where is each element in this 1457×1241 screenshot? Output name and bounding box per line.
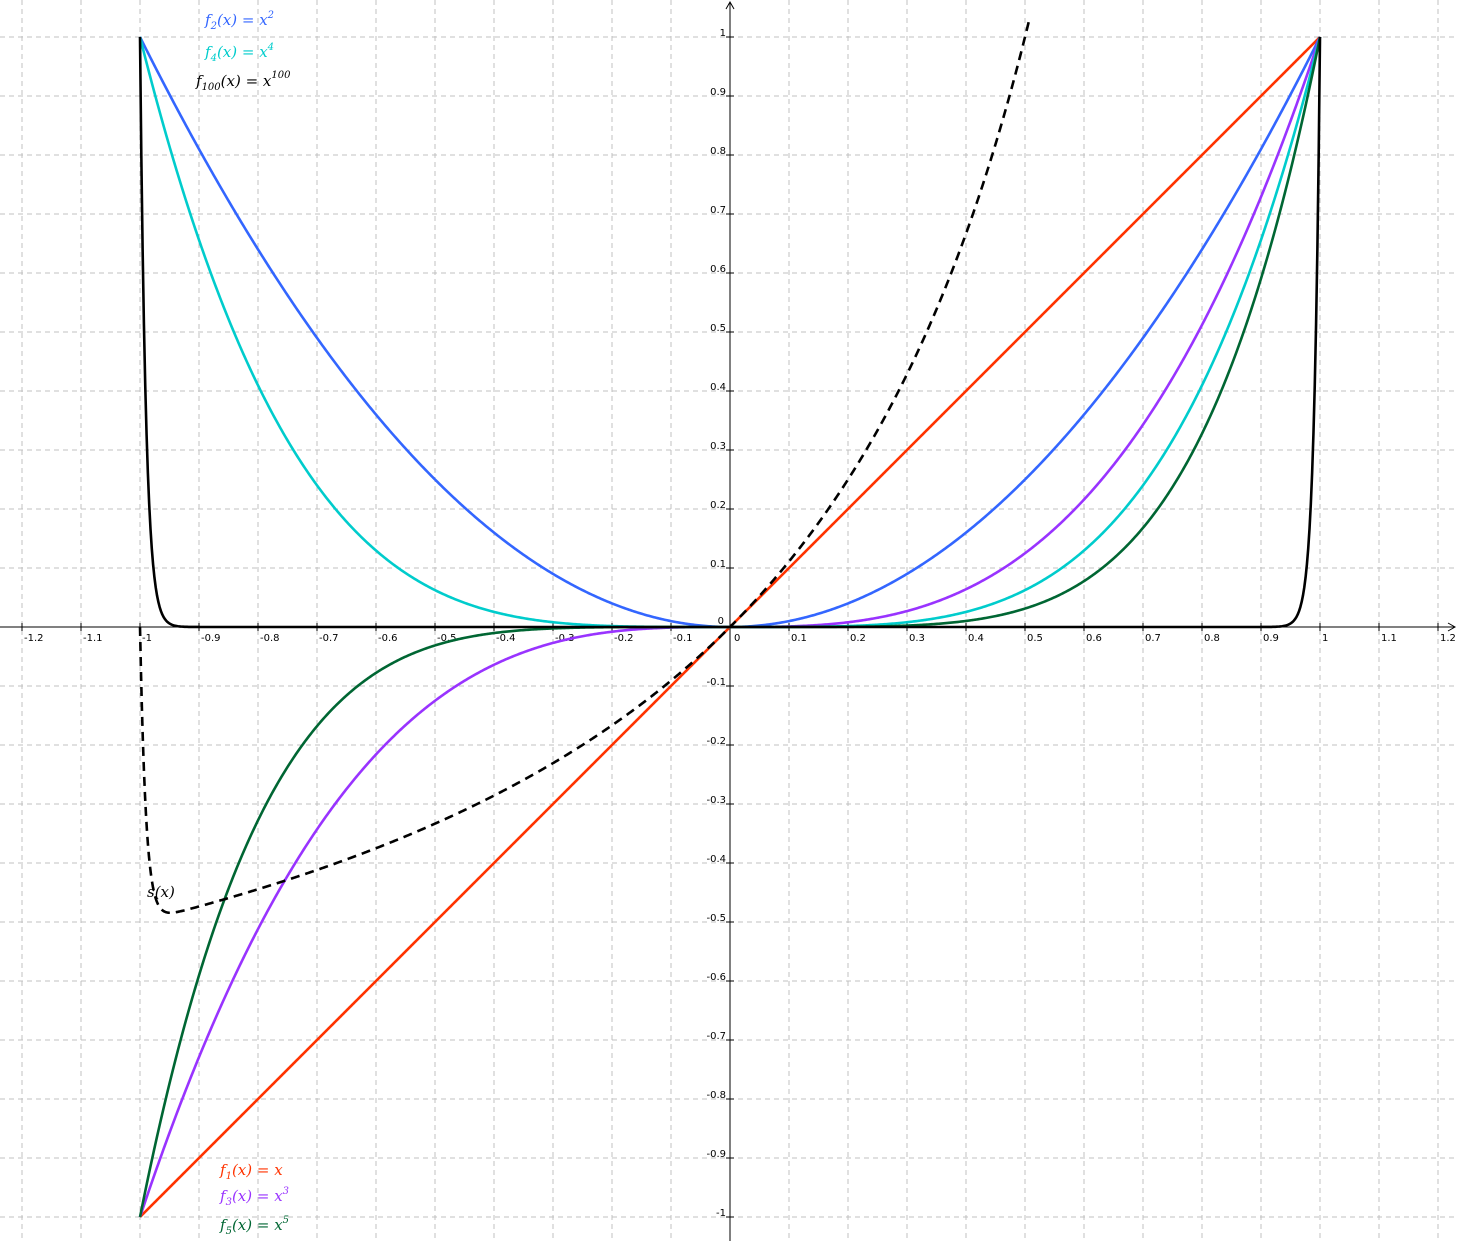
y-tick-label: -0.3 (706, 795, 726, 806)
y-tick-label: -0.7 (706, 1031, 726, 1042)
y-tick-label: -0.5 (706, 913, 726, 924)
x-tick-label: 0.8 (1204, 633, 1220, 644)
x-tick-label: -0.2 (614, 633, 634, 644)
label-f1: f1(x) = x (219, 1161, 283, 1182)
y-tick-label: 0.8 (710, 146, 726, 157)
x-tick-label: 1.2 (1440, 633, 1456, 644)
x-tick-label: -0.7 (319, 633, 339, 644)
y-tick-label: -0.2 (706, 736, 726, 747)
x-tick-label: 0.5 (1027, 633, 1043, 644)
x-tick-label: -1.1 (83, 633, 103, 644)
x-tick-label: 0.4 (968, 633, 984, 644)
label-f2: f2(x) = x2 (204, 10, 274, 32)
y-tick-label: -0.9 (706, 1149, 726, 1160)
x-tick-label: -0.6 (378, 633, 398, 644)
label-f5: f5(x) = x5 (219, 1215, 289, 1237)
y-tick-label: 0.9 (710, 87, 726, 98)
x-axis-arrow (1447, 622, 1457, 632)
x-tick-label: 0.3 (909, 633, 925, 644)
y-tick-label: 0.6 (710, 264, 726, 275)
y-tick-label: -0.8 (706, 1090, 726, 1101)
x-tick-label: -0.8 (260, 633, 280, 644)
y-tick-label: -0.4 (706, 854, 726, 865)
x-tick-label: -0.9 (201, 633, 221, 644)
function-labels: f2(x) = x2 f4(x) = x4 f100(x) = x100 s(x… (147, 10, 291, 1237)
x-tick-label: 0.1 (791, 633, 807, 644)
y-tick-label: 0.5 (710, 323, 726, 334)
x-tick-label: -0.5 (437, 633, 457, 644)
x-tick-label: -1.2 (24, 633, 44, 644)
x-tick-label: 0 (734, 633, 740, 644)
x-tick-label: 0.2 (850, 633, 866, 644)
y-tick-label: 1 (720, 28, 726, 39)
y-tick-label: -0.1 (706, 677, 726, 688)
x-tick-label: 0.7 (1145, 633, 1161, 644)
label-f100: f100(x) = x100 (195, 70, 291, 93)
x-tick-label: 1.1 (1381, 633, 1397, 644)
label-s: s(x) (147, 883, 175, 901)
x-tick-label: -0.3 (555, 633, 575, 644)
y-tick-label: 0.1 (710, 559, 726, 570)
x-tick-label: -1 (142, 633, 152, 644)
y-tick-label: 0.7 (710, 205, 726, 216)
y-axis-arrow (725, 0, 735, 10)
curve-s (138, 19, 1031, 915)
curves (138, 19, 1322, 1218)
origin-label: 0 (718, 616, 724, 627)
y-tick-label: 0.2 (710, 500, 726, 511)
label-f4: f4(x) = x4 (204, 42, 274, 64)
y-tick-label: 0.3 (710, 441, 726, 452)
x-tick-label: 1 (1322, 633, 1328, 644)
y-tick-label: 0.4 (710, 382, 726, 393)
x-tick-label: 0.6 (1086, 633, 1102, 644)
label-f3: f3(x) = x3 (219, 1186, 289, 1208)
tick-labels: -1.2 -1.1 -1 -0.9 -0.8 -0.7 -0.6 -0.5 -0.4 -0.3 -0… (24, 28, 1456, 1219)
x-tick-label: -0.4 (496, 633, 516, 644)
y-tick-label: -1 (716, 1208, 726, 1219)
x-tick-label: 0.9 (1263, 633, 1279, 644)
y-tick-label: -0.6 (706, 972, 726, 983)
x-tick-label: -0.1 (673, 633, 693, 644)
